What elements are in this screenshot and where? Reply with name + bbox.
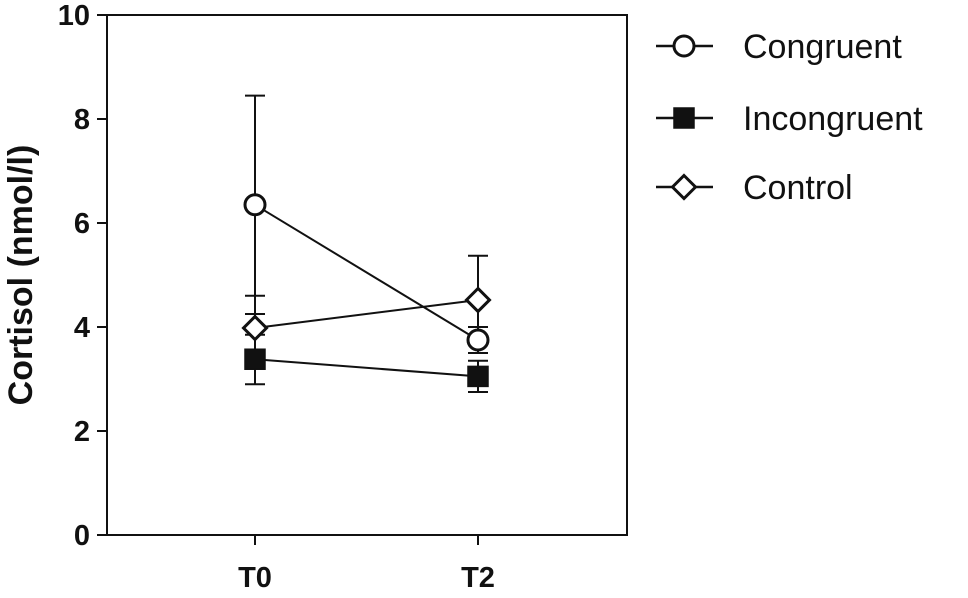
legend-label-congruent: Congruent [743,28,902,66]
y-tick-label: 6 [74,208,90,240]
data-point-incongruent [244,348,266,370]
plot-area: 0 2 4 6 8 10 T0 T2 [58,0,628,594]
data-point-congruent [243,193,267,217]
legend-marker-control [670,173,698,201]
legend-marker-congruent [672,34,696,58]
legend-marker-incongruent [673,107,695,129]
legend-label-incongruent: Incongruent [743,100,923,138]
series-line-incongruent [254,358,479,378]
y-tick-label: 2 [74,416,90,448]
plot-frame [106,14,628,536]
data-point-congruent [466,328,490,352]
y-axis-label: Cortisol (nmol/l) [2,145,40,406]
data-point-incongruent [467,365,489,388]
y-tick-label: 4 [74,312,90,344]
y-tick-label: 8 [74,104,90,136]
y-tick-label: 0 [74,520,90,552]
legend: Congruent Incongruent Control [656,28,923,207]
legend-label-control: Control [743,169,853,207]
x-tick-label: T2 [461,562,495,594]
series-line-congruent [254,203,479,341]
series-line-control [254,298,479,330]
data-point-control [464,286,492,314]
y-tick-label: 10 [58,0,90,32]
data-point-control [241,314,269,342]
x-tick-label: T0 [238,562,272,594]
